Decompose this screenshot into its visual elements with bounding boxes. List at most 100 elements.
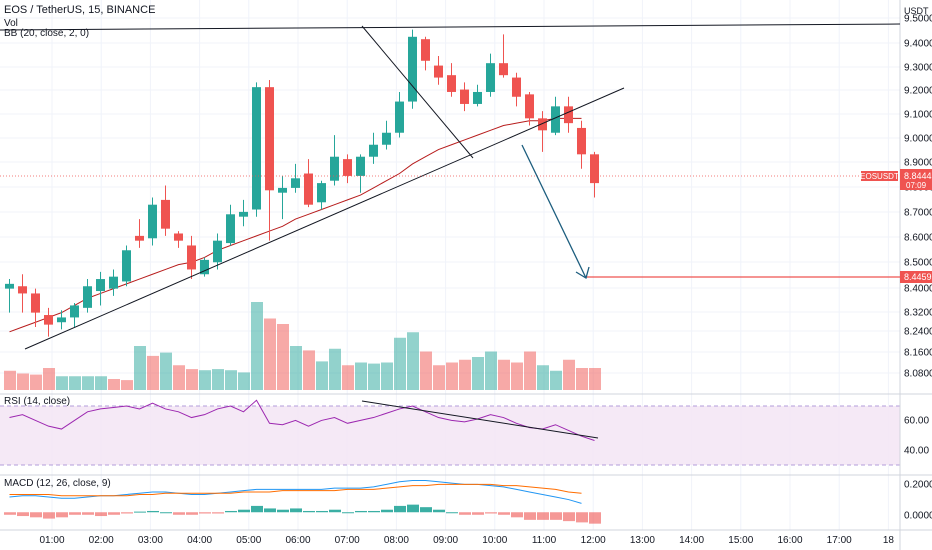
macd-histogram-bar xyxy=(225,510,237,513)
macd-histogram-bar xyxy=(264,508,276,513)
symbol-tag-text: EOSUSDT xyxy=(860,172,899,181)
candle-body xyxy=(395,101,404,133)
macd-histogram-bar xyxy=(30,512,42,518)
price-tick-label: 8.0800 xyxy=(904,369,932,380)
candle-body xyxy=(200,259,209,275)
volume-bar xyxy=(381,362,393,390)
price-tick-label: 8.7000 xyxy=(904,208,932,219)
projection-arrow[interactable] xyxy=(521,144,587,279)
candle-body xyxy=(187,245,196,270)
price-tick-label: 8.9000 xyxy=(904,158,932,169)
macd-histogram-bar xyxy=(433,509,445,513)
volume-bar xyxy=(394,337,406,390)
volume-bar xyxy=(238,372,250,390)
volume-bar xyxy=(420,351,432,390)
volume-bar xyxy=(589,368,601,390)
time-tick-label: 09:00 xyxy=(433,535,458,546)
descending-trendline[interactable] xyxy=(361,25,474,159)
candle-body xyxy=(525,94,534,119)
bb-label[interactable]: BB (20, close, 2, 0) xyxy=(4,28,90,39)
resistance-trendline[interactable] xyxy=(0,23,901,31)
macd-histogram-bar xyxy=(459,512,471,515)
time-tick-label: 13:00 xyxy=(630,535,655,546)
macd-legend: MACD (12, 26, close, 9) xyxy=(4,478,111,489)
price-axis[interactable]: 9.5000 9.4000 9.3000 9.2000 9.1000 9.0000 8.90… xyxy=(904,14,932,522)
macd-histogram-bar xyxy=(199,512,211,514)
volume-bar xyxy=(121,380,133,390)
rsi-divergence-line[interactable] xyxy=(361,400,599,439)
candle-body xyxy=(135,235,144,241)
macd-histogram-bar xyxy=(238,509,250,513)
price-tick-label: 9.5000 xyxy=(904,14,932,25)
time-tick-label: 05:00 xyxy=(236,535,261,546)
macd-histogram-bar xyxy=(147,510,159,513)
candle-body xyxy=(382,132,391,145)
volume-bar xyxy=(459,359,471,390)
bollinger-basis xyxy=(9,117,582,333)
macd-histogram-bar xyxy=(576,512,588,523)
volume-bar xyxy=(186,369,198,390)
volume-bar xyxy=(212,369,224,390)
price-tick-label: 9.2000 xyxy=(904,86,932,97)
time-axis[interactable]: 01:00 02:00 03:00 04:00 05:00 06:00 07:00 08:00… xyxy=(39,535,894,546)
price-tick-label: 8.2400 xyxy=(904,327,932,338)
time-tick-label: 02:00 xyxy=(89,535,114,546)
time-tick-label: 07:00 xyxy=(335,535,360,546)
macd-histogram-bar xyxy=(446,512,458,514)
time-tick-label: 16:00 xyxy=(777,535,802,546)
volume-label[interactable]: Vol xyxy=(4,18,18,29)
candle-body xyxy=(122,250,131,282)
macd-histogram-bar xyxy=(212,512,224,514)
candle-body xyxy=(213,240,222,263)
price-tick-label: 9.0000 xyxy=(904,134,932,145)
volume-bar xyxy=(498,359,510,390)
macd-histogram-bar xyxy=(17,512,29,517)
macd-histogram-bar xyxy=(524,512,536,520)
support-trendline[interactable] xyxy=(24,87,625,350)
candle-body xyxy=(447,75,456,92)
volume-bar xyxy=(43,368,55,390)
candle-body xyxy=(551,106,560,133)
volume-bar xyxy=(4,370,16,390)
currency-label: USDT xyxy=(904,6,929,16)
candle-body xyxy=(44,315,53,325)
candle-body xyxy=(109,276,118,289)
candle-body xyxy=(408,36,417,102)
candle-body xyxy=(226,214,235,244)
candle-body xyxy=(174,233,183,241)
candle-body xyxy=(460,89,469,104)
volume-bars xyxy=(4,302,601,390)
volume-bar xyxy=(303,350,315,390)
macd-histogram-bar xyxy=(563,512,575,522)
macd-histogram-bar xyxy=(537,512,549,520)
macd-histogram-bar xyxy=(43,512,55,519)
rsi-label[interactable]: RSI (14, close) xyxy=(4,396,71,407)
rsi-tick-label: 40.00 xyxy=(904,446,929,457)
volume-bar xyxy=(95,376,107,390)
macd-label[interactable]: MACD (12, 26, close, 9) xyxy=(4,478,111,489)
macd-histogram-bar xyxy=(56,512,68,518)
time-tick-label: 14:00 xyxy=(679,535,704,546)
target-price-tag xyxy=(900,271,932,283)
time-tick-label: 12:00 xyxy=(581,535,606,546)
volume-bar xyxy=(199,370,211,390)
macd-histogram-bar xyxy=(368,510,380,513)
time-tick-label: 04:00 xyxy=(187,535,212,546)
volume-bar xyxy=(472,357,484,390)
macd-histogram-bar xyxy=(69,512,81,515)
volume-bar xyxy=(277,324,289,390)
macd-tick-label: 0.0000 xyxy=(904,511,932,522)
candle-body xyxy=(590,154,599,184)
symbol-title[interactable]: EOS / TetherUS, 15, BINANCE xyxy=(4,4,156,16)
candle-body xyxy=(18,286,27,294)
volume-bar xyxy=(56,376,68,390)
macd-histogram-bar xyxy=(420,507,432,513)
candle-body xyxy=(421,39,430,61)
candle-body xyxy=(96,279,105,292)
candle-body xyxy=(369,144,378,157)
candle-body xyxy=(83,286,92,308)
macd-pane xyxy=(4,480,601,524)
candle-body xyxy=(577,127,586,155)
volume-bar xyxy=(524,351,536,390)
